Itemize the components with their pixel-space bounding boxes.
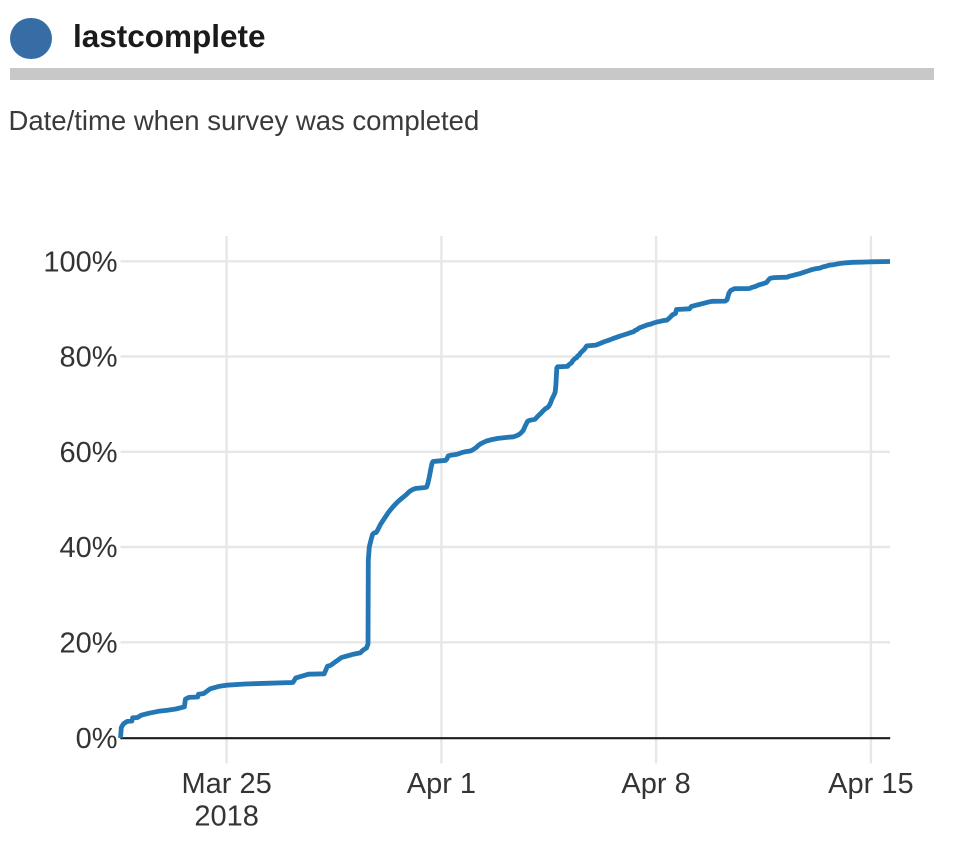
svg-text:Apr 15: Apr 15 [828,768,913,800]
svg-text:60%: 60% [59,437,117,469]
svg-text:80%: 80% [59,342,117,374]
svg-text:20%: 20% [59,627,117,659]
svg-text:Apr 8: Apr 8 [621,768,690,800]
svg-text:Mar 25: Mar 25 [181,768,271,800]
svg-text:0%: 0% [76,723,118,755]
svg-text:100%: 100% [43,246,117,278]
svg-text:40%: 40% [59,532,117,564]
svg-text:Apr 1: Apr 1 [407,768,476,800]
svg-text:2018: 2018 [194,800,259,832]
